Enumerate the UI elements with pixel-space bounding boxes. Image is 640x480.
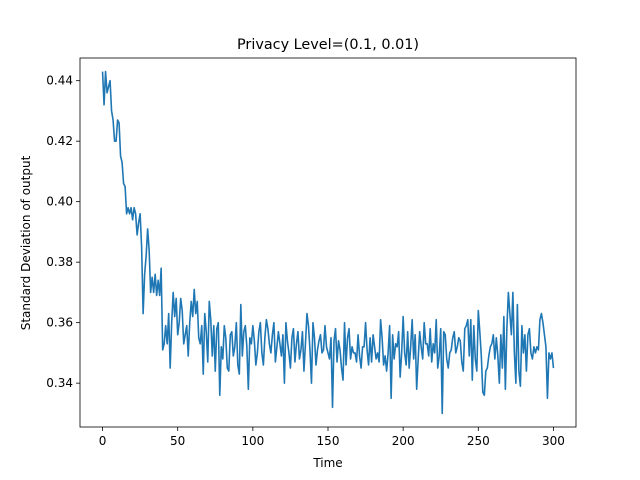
plot-area bbox=[101, 70, 555, 415]
x-tick-label: 200 bbox=[392, 434, 415, 448]
x-tick-label: 0 bbox=[99, 434, 107, 448]
x-axis-ticks: 0 50 100 150 200 250 300 bbox=[99, 427, 565, 448]
y-tick-label: 0.42 bbox=[46, 134, 73, 148]
x-axis-label: Time bbox=[312, 456, 342, 470]
x-tick-label: 250 bbox=[467, 434, 490, 448]
y-tick-label: 0.38 bbox=[46, 255, 73, 269]
chart-title: Privacy Level=(0.1, 0.01) bbox=[237, 37, 419, 53]
series-line-0 bbox=[101, 70, 555, 415]
x-tick-label: 150 bbox=[317, 434, 340, 448]
x-tick-label: 50 bbox=[170, 434, 185, 448]
y-axis-label: Standard Deviation of output bbox=[19, 155, 33, 330]
y-tick-label: 0.40 bbox=[46, 195, 73, 209]
x-tick-label: 100 bbox=[241, 434, 264, 448]
x-tick-label: 300 bbox=[542, 434, 565, 448]
y-tick-label: 0.44 bbox=[46, 74, 73, 88]
y-tick-label: 0.36 bbox=[46, 316, 73, 330]
y-axis-ticks: 0.34 0.36 0.38 0.40 0.42 0.44 bbox=[46, 74, 80, 390]
y-tick-label: 0.34 bbox=[46, 376, 73, 390]
